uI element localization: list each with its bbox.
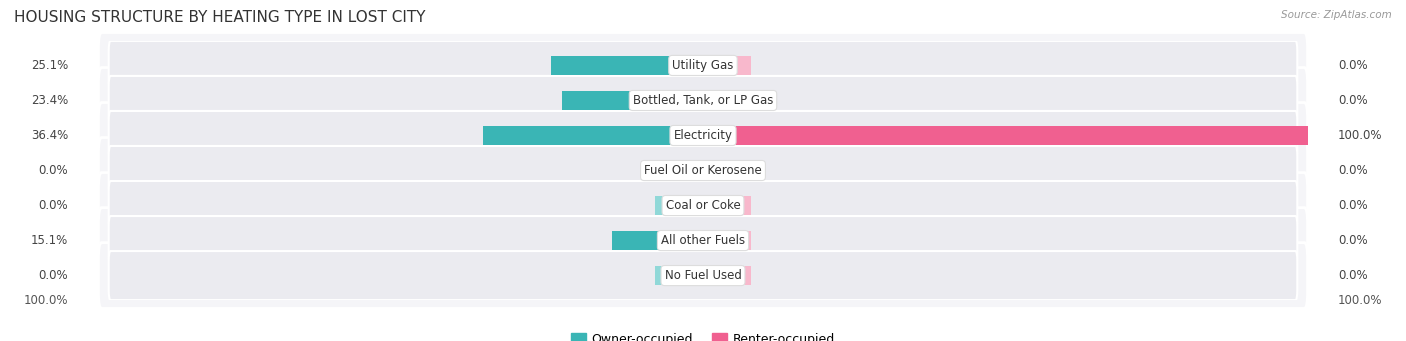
Bar — [482, 126, 703, 145]
Text: 0.0%: 0.0% — [1339, 164, 1368, 177]
FancyBboxPatch shape — [108, 251, 1298, 300]
FancyBboxPatch shape — [98, 137, 1308, 204]
Text: 0.0%: 0.0% — [1339, 234, 1368, 247]
Bar — [655, 161, 703, 180]
Bar — [551, 56, 703, 75]
Text: 100.0%: 100.0% — [1339, 129, 1382, 142]
Text: HOUSING STRUCTURE BY HEATING TYPE IN LOST CITY: HOUSING STRUCTURE BY HEATING TYPE IN LOS… — [14, 10, 426, 25]
Text: 0.0%: 0.0% — [1339, 59, 1368, 72]
FancyBboxPatch shape — [98, 173, 1308, 238]
Text: 0.0%: 0.0% — [38, 199, 69, 212]
FancyBboxPatch shape — [108, 216, 1298, 265]
Text: All other Fuels: All other Fuels — [661, 234, 745, 247]
FancyBboxPatch shape — [108, 41, 1298, 90]
Text: 100.0%: 100.0% — [24, 294, 69, 307]
Bar — [703, 231, 751, 250]
FancyBboxPatch shape — [98, 208, 1308, 273]
Bar — [703, 56, 751, 75]
FancyBboxPatch shape — [98, 68, 1308, 133]
FancyBboxPatch shape — [108, 76, 1298, 125]
FancyBboxPatch shape — [108, 146, 1298, 195]
Text: Electricity: Electricity — [673, 129, 733, 142]
Text: Bottled, Tank, or LP Gas: Bottled, Tank, or LP Gas — [633, 94, 773, 107]
Text: 36.4%: 36.4% — [31, 129, 69, 142]
Legend: Owner-occupied, Renter-occupied: Owner-occupied, Renter-occupied — [565, 328, 841, 341]
Text: 0.0%: 0.0% — [38, 164, 69, 177]
FancyBboxPatch shape — [98, 103, 1308, 168]
Text: Utility Gas: Utility Gas — [672, 59, 734, 72]
Text: 15.1%: 15.1% — [31, 234, 69, 247]
Bar — [703, 126, 1308, 145]
Text: Coal or Coke: Coal or Coke — [665, 199, 741, 212]
Text: 0.0%: 0.0% — [38, 269, 69, 282]
Text: Source: ZipAtlas.com: Source: ZipAtlas.com — [1281, 10, 1392, 20]
Text: 0.0%: 0.0% — [1339, 199, 1368, 212]
FancyBboxPatch shape — [98, 32, 1308, 98]
FancyBboxPatch shape — [108, 181, 1298, 230]
Text: 100.0%: 100.0% — [1339, 294, 1382, 307]
Bar — [655, 266, 703, 285]
Bar — [703, 196, 751, 215]
Bar — [703, 91, 751, 110]
Text: 0.0%: 0.0% — [1339, 94, 1368, 107]
Text: Fuel Oil or Kerosene: Fuel Oil or Kerosene — [644, 164, 762, 177]
FancyBboxPatch shape — [108, 111, 1298, 160]
Bar — [612, 231, 703, 250]
Text: 25.1%: 25.1% — [31, 59, 69, 72]
Bar — [561, 91, 703, 110]
Bar — [703, 266, 751, 285]
Bar — [703, 161, 751, 180]
Text: 23.4%: 23.4% — [31, 94, 69, 107]
Bar — [655, 196, 703, 215]
Text: 0.0%: 0.0% — [1339, 269, 1368, 282]
FancyBboxPatch shape — [98, 243, 1308, 309]
Text: No Fuel Used: No Fuel Used — [665, 269, 741, 282]
